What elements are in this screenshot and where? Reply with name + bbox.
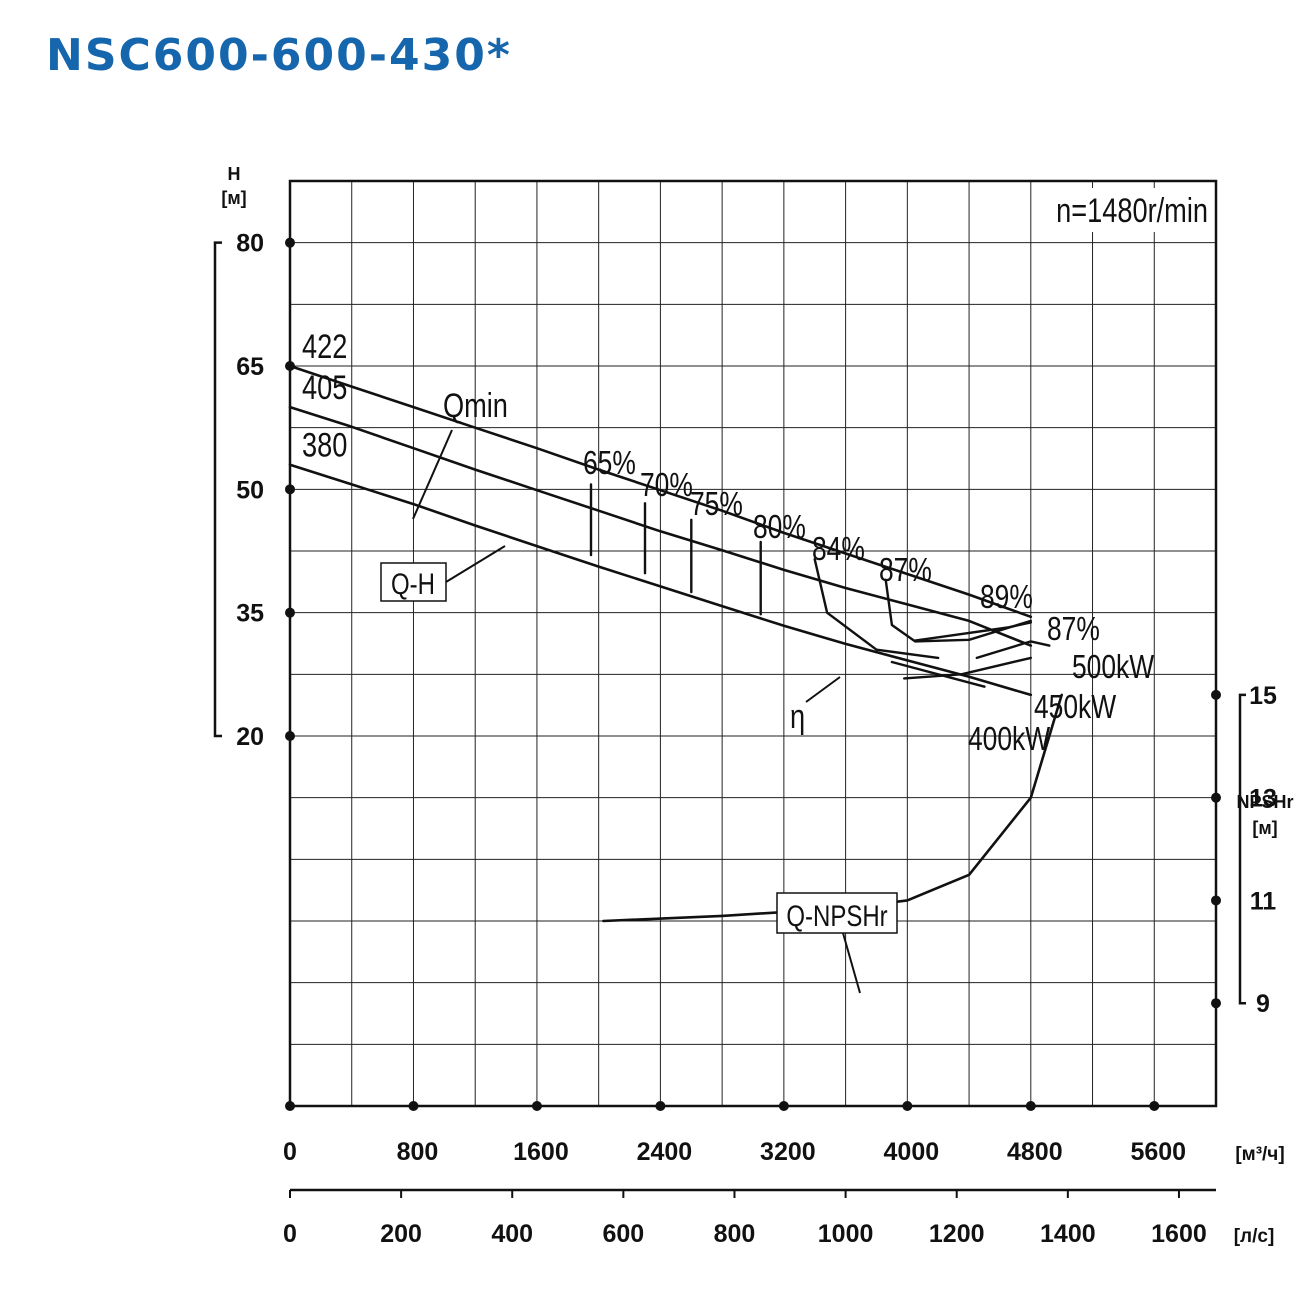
plot-frame bbox=[288, 179, 1218, 1108]
npsh-leader bbox=[842, 932, 861, 994]
impeller-label-380: 380 bbox=[302, 426, 347, 465]
y2-tick-label: 15 bbox=[1249, 682, 1277, 710]
efficiency-label: 89% bbox=[980, 579, 1033, 615]
qh-leader bbox=[445, 545, 506, 583]
speed-label: n=1480r/min bbox=[1056, 191, 1208, 230]
y-tick-label: 20 bbox=[236, 723, 264, 751]
y2-tick-dot bbox=[1211, 998, 1221, 1009]
power-curve-400kw bbox=[890, 660, 986, 688]
qh-curve-405 bbox=[288, 405, 1033, 647]
eta-leader bbox=[805, 676, 841, 703]
x2-axis-unit: [л/с] bbox=[1234, 1226, 1275, 1247]
speed-label-bg bbox=[1033, 188, 1213, 232]
qmin-leader bbox=[412, 429, 453, 520]
x-tick-dot bbox=[1025, 1101, 1036, 1111]
x2-tick-label: 800 bbox=[714, 1220, 756, 1248]
efficiency-label: 75% bbox=[690, 486, 743, 522]
x-tick-label: 4000 bbox=[884, 1138, 940, 1166]
efficiency-label: 65% bbox=[583, 445, 636, 481]
power-curve-450kw bbox=[903, 656, 1033, 680]
y2-tick-label: 11 bbox=[1250, 887, 1277, 915]
curves-layer bbox=[288, 364, 1063, 923]
efficiency-label: 84% bbox=[812, 531, 865, 567]
y-axis-label: H bbox=[228, 164, 241, 184]
y-axis-unit: [м] bbox=[221, 188, 246, 208]
x-tick-label: 2400 bbox=[637, 1138, 693, 1166]
y2-axis-unit: [м] bbox=[1252, 818, 1277, 838]
y-axis-bracket bbox=[213, 241, 222, 738]
npsh-label-box bbox=[776, 892, 898, 934]
x2-tick-label: 200 bbox=[380, 1220, 422, 1248]
x-axis-unit: [м³/ч] bbox=[1235, 1144, 1284, 1165]
y2-axis-bracket bbox=[1238, 693, 1246, 1005]
x2-tick-label: 0 bbox=[283, 1220, 297, 1248]
y-tick-dot bbox=[285, 484, 295, 495]
power-label: 450kW bbox=[1034, 689, 1117, 725]
x-tick-label: 1600 bbox=[513, 1138, 569, 1166]
power-label: 500kW bbox=[1072, 649, 1155, 685]
x-tick-dot bbox=[408, 1101, 419, 1111]
x2-tick-label: 1000 bbox=[818, 1220, 874, 1248]
y-tick-label: 80 bbox=[236, 230, 264, 258]
x-tick-dot bbox=[778, 1101, 789, 1111]
x-tick-dot bbox=[902, 1101, 913, 1111]
qh-curve-380 bbox=[288, 463, 1033, 697]
x2-tick-label: 400 bbox=[491, 1220, 533, 1248]
impeller-label-422: 422 bbox=[302, 327, 347, 366]
impeller-label-405: 405 bbox=[302, 368, 347, 407]
y-tick-label: 65 bbox=[236, 353, 264, 381]
x-tick-label: 800 bbox=[397, 1138, 439, 1166]
y2-tick-label: 13 bbox=[1249, 785, 1277, 813]
x-tick-label: 3200 bbox=[760, 1138, 816, 1166]
y-tick-dot bbox=[285, 731, 295, 741]
plot-grid bbox=[290, 181, 1216, 1106]
npsh-label: Q-NPSHr bbox=[786, 898, 887, 932]
y2-tick-dot bbox=[1211, 895, 1221, 906]
qmin-label: Qmin bbox=[443, 386, 508, 425]
efficiency-label: 80% bbox=[753, 509, 806, 545]
y-tick-label: 35 bbox=[236, 600, 264, 628]
y-tick-dot bbox=[285, 607, 295, 618]
qh-curve-422 bbox=[288, 364, 1033, 619]
chart-title: NSC600-600-430* bbox=[46, 30, 512, 81]
qh-label: Q-H bbox=[391, 566, 435, 600]
y2-tick-dot bbox=[1211, 689, 1221, 700]
efficiency-contour bbox=[813, 558, 940, 660]
power-curve-500kw bbox=[975, 640, 1051, 660]
x-tick-label: 0 bbox=[283, 1138, 297, 1166]
y2-tick-label: 9 bbox=[1256, 990, 1270, 1018]
y-tick-dot bbox=[285, 237, 295, 248]
x-tick-dot bbox=[1149, 1101, 1160, 1111]
y2-axis-label: NPSHr bbox=[1236, 792, 1293, 812]
x-tick-label: 4800 bbox=[1007, 1138, 1063, 1166]
eta-label: η bbox=[790, 697, 805, 736]
x2-tick-label: 1600 bbox=[1151, 1220, 1207, 1248]
qh-label-box bbox=[380, 562, 447, 602]
efficiency-label: 87% bbox=[1047, 611, 1100, 647]
y-tick-label: 50 bbox=[236, 476, 264, 504]
x2-tick-label: 1400 bbox=[1040, 1220, 1096, 1248]
power-label: 400kW bbox=[968, 721, 1051, 757]
x-tick-dot bbox=[531, 1101, 542, 1111]
x-tick-dot bbox=[655, 1101, 666, 1111]
y2-tick-dot bbox=[1211, 792, 1221, 803]
x2-tick-label: 600 bbox=[603, 1220, 645, 1248]
efficiency-label: 70% bbox=[640, 467, 693, 503]
efficiency-label: 87% bbox=[879, 552, 932, 588]
x-tick-label: 5600 bbox=[1130, 1138, 1186, 1166]
x2-tick-label: 1200 bbox=[929, 1220, 985, 1248]
efficiency-contour bbox=[913, 621, 1033, 642]
npsh-curve bbox=[601, 693, 1063, 923]
x-tick-dot bbox=[285, 1101, 295, 1111]
y-tick-dot bbox=[285, 361, 295, 371]
